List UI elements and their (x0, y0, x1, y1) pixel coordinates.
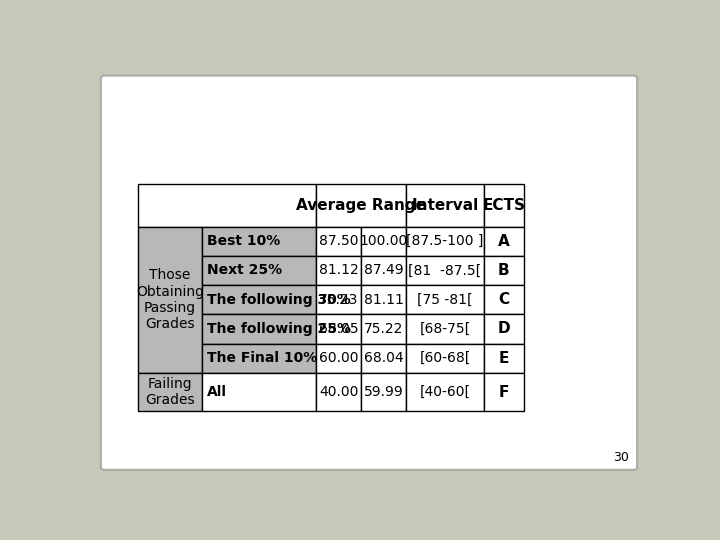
Text: [60-68[: [60-68[ (419, 351, 471, 365)
Bar (484, 373, 524, 411)
Text: Those
Obtaining
Passing
Grades: Those Obtaining Passing Grades (136, 268, 204, 331)
Bar (484, 343, 524, 373)
Bar (316, 226, 361, 256)
Text: D: D (498, 321, 510, 336)
Bar (406, 343, 484, 373)
Bar (202, 343, 316, 373)
Bar (361, 256, 406, 285)
Bar (138, 184, 316, 226)
Text: 81.12: 81.12 (319, 264, 359, 278)
Text: The following 30%: The following 30% (207, 293, 351, 307)
Text: 30: 30 (613, 451, 629, 464)
FancyBboxPatch shape (101, 76, 637, 470)
Bar (406, 373, 484, 411)
Text: The following 25%: The following 25% (207, 322, 351, 336)
Bar (316, 314, 361, 343)
Text: A: A (498, 234, 510, 248)
Bar (406, 184, 484, 226)
Bar (361, 285, 406, 314)
Bar (361, 314, 406, 343)
Text: Best 10%: Best 10% (207, 234, 280, 248)
Text: 87.49: 87.49 (364, 264, 403, 278)
Text: 87.50: 87.50 (319, 234, 359, 248)
Text: Interval: Interval (411, 198, 479, 213)
Text: 40.00: 40.00 (319, 385, 359, 399)
Text: All: All (207, 385, 227, 399)
Text: 75.22: 75.22 (364, 322, 403, 336)
Text: Average Range: Average Range (296, 198, 426, 213)
Bar (484, 285, 524, 314)
Bar (202, 373, 316, 411)
Bar (406, 256, 484, 285)
Text: F: F (499, 384, 509, 400)
Bar (316, 184, 406, 226)
Bar (406, 285, 484, 314)
Bar (202, 226, 316, 256)
Text: [68-75[: [68-75[ (419, 322, 470, 336)
Text: Next 25%: Next 25% (207, 264, 282, 278)
Bar (138, 226, 202, 373)
Text: ECTS: ECTS (482, 198, 526, 213)
Bar (202, 285, 316, 314)
Text: E: E (499, 350, 509, 366)
Bar (406, 226, 484, 256)
Bar (202, 256, 316, 285)
Bar (316, 343, 361, 373)
Text: 68.04: 68.04 (364, 351, 403, 365)
Bar (316, 256, 361, 285)
Text: 81.11: 81.11 (364, 293, 404, 307)
Bar (484, 256, 524, 285)
Bar (316, 285, 361, 314)
Text: 60.00: 60.00 (319, 351, 359, 365)
Bar (202, 314, 316, 343)
Text: Failing
Grades: Failing Grades (145, 377, 194, 407)
Text: The Final 10%: The Final 10% (207, 351, 318, 365)
Bar (361, 373, 406, 411)
Text: 100.00: 100.00 (359, 234, 408, 248)
Bar (484, 314, 524, 343)
Bar (138, 373, 202, 411)
Text: [81  -87.5[: [81 -87.5[ (408, 264, 482, 278)
Bar (361, 343, 406, 373)
Bar (316, 373, 361, 411)
Text: [40-60[: [40-60[ (420, 385, 470, 399)
Text: [75 -81[: [75 -81[ (417, 293, 473, 307)
Text: 59.99: 59.99 (364, 385, 404, 399)
Text: 68.05: 68.05 (319, 322, 359, 336)
Text: 75.23: 75.23 (319, 293, 359, 307)
Text: [87.5-100 ]: [87.5-100 ] (406, 234, 484, 248)
Bar (484, 226, 524, 256)
Bar (361, 226, 406, 256)
Text: C: C (498, 292, 510, 307)
Bar (406, 314, 484, 343)
Bar (484, 184, 524, 226)
Text: B: B (498, 263, 510, 278)
